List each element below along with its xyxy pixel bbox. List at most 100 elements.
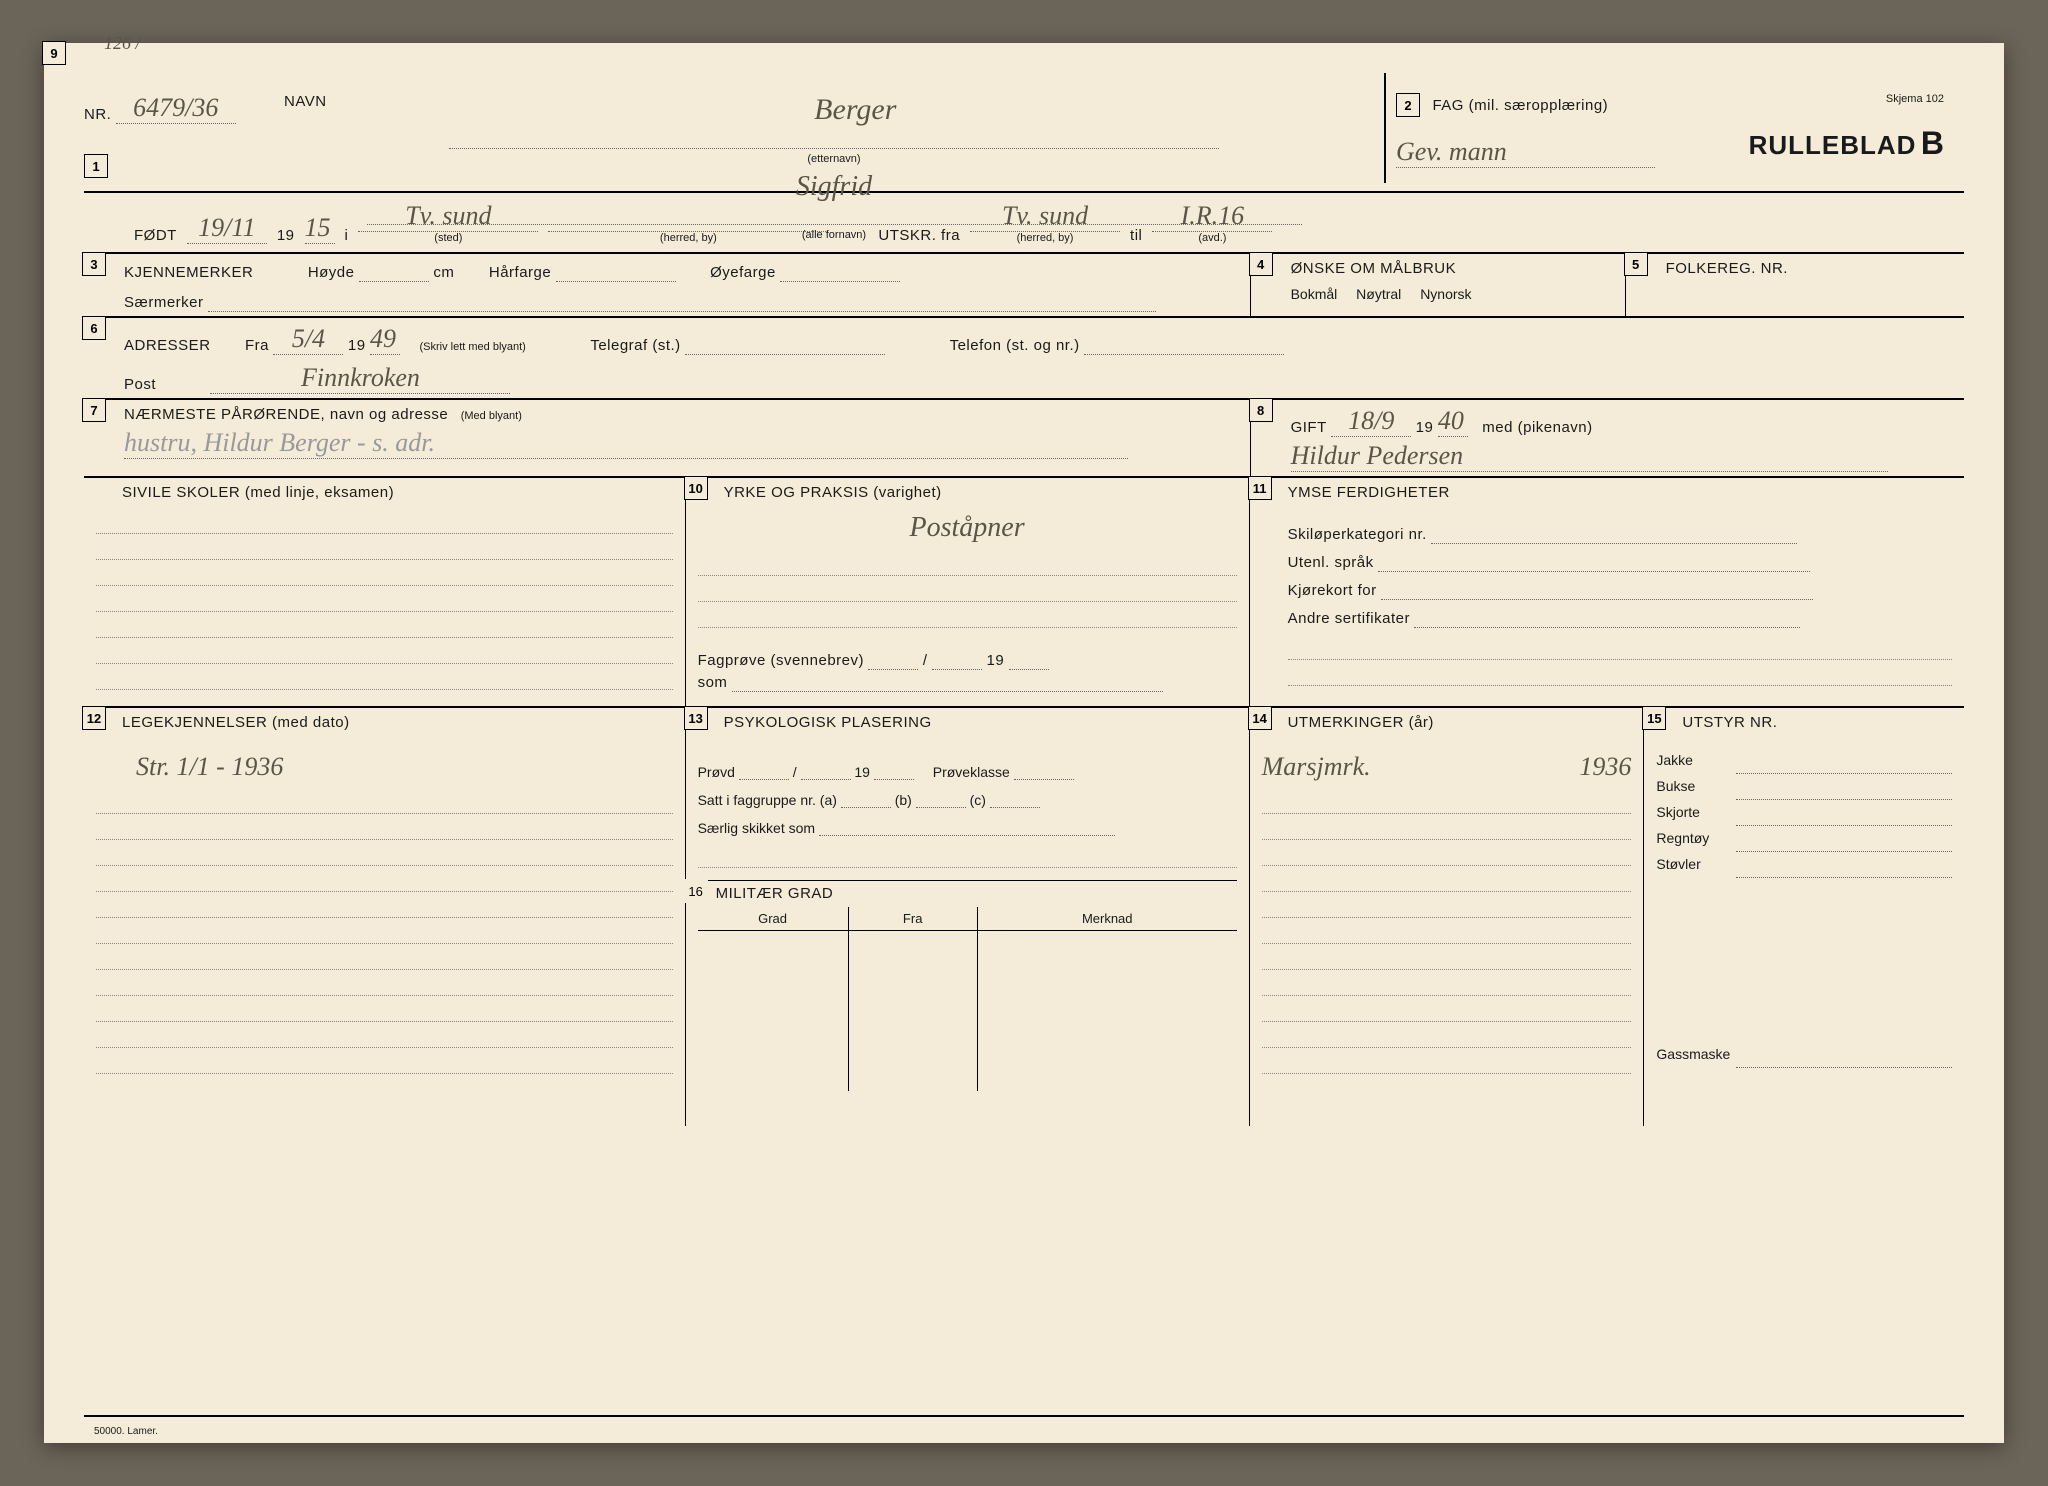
oyefarge-label: Øyefarge xyxy=(710,264,776,281)
utstyr-label: UTSTYR NR. xyxy=(1682,714,1777,731)
utmerk-value: Marsjmrk. xyxy=(1262,752,1371,781)
utmerk-year: 1936 xyxy=(1579,752,1631,782)
noytral-label: Nøytral xyxy=(1356,286,1401,302)
c-label: (c) xyxy=(970,792,986,808)
gift-date: 18/9 xyxy=(1331,406,1411,437)
title-main: RULLEBLAD xyxy=(1749,130,1917,160)
nynorsk-label: Nynorsk xyxy=(1420,286,1471,302)
harfarge-label: Hårfarge xyxy=(489,264,551,281)
fra-label: Fra xyxy=(245,337,269,354)
box-11: 11 xyxy=(1248,476,1272,500)
box-16: 16 xyxy=(684,879,708,903)
jakke-label: Jakke xyxy=(1656,752,1736,774)
gift-year-prefix: 19 xyxy=(1416,419,1434,436)
regntoy-label: Regntøy xyxy=(1656,830,1736,852)
skoler-yrke-ymse-row: 9 SIVILE SKOLER (med linje, eksamen) 10 … xyxy=(84,476,1964,706)
ski-label: Skiløperkategori nr. xyxy=(1288,526,1427,543)
parorende-value: hustru, Hildur Berger - s. adr. xyxy=(124,428,1128,459)
provd-year19: 19 xyxy=(854,764,870,780)
utmerk-cell: 14 UTMERKINGER (år) Marsjmrk. 1936 xyxy=(1250,708,1645,1126)
footer-note: 50000. Lamer. xyxy=(94,1426,158,1437)
box-13: 13 xyxy=(684,706,708,730)
skjorte-label: Skjorte xyxy=(1656,804,1736,826)
kjennemerker-row: 3 KJENNEMERKER Høyde cm Hårfarge Øyefarg… xyxy=(84,252,1964,316)
skikket-label: Særlig skikket som xyxy=(698,820,815,836)
fornavn-value: Sigfrid xyxy=(796,171,872,202)
adr-year: 49 xyxy=(370,324,400,355)
etternavn-sublabel: (etternavn) xyxy=(807,153,860,165)
fag-label: FAG (mil. særopplæring) xyxy=(1432,97,1608,114)
title-block: Skjema 102 RULLEBLAD B xyxy=(1684,73,1964,183)
parorende-sublabel: (Med blyant) xyxy=(461,410,522,422)
telefon-label: Telefon (st. og nr.) xyxy=(950,337,1080,354)
ymse-label: YMSE FERDIGHETER xyxy=(1288,484,1450,501)
fra-value: 5/4 xyxy=(273,324,343,355)
sertifikat-label: Andre sertifikater xyxy=(1288,610,1410,627)
header-row: NR. 6479/36 1 NAVN Berger (etternavn) Si… xyxy=(84,73,1964,183)
corner-number: 126 / xyxy=(104,33,141,54)
fodt-label: FØDT xyxy=(134,227,177,244)
saermerker-label: Særmerker xyxy=(124,294,204,311)
psyk-label: PSYKOLOGISK PLASERING xyxy=(724,714,932,731)
ymse-cell: 11 YMSE FERDIGHETER Skiløperkategori nr.… xyxy=(1250,478,1964,706)
box-4: 4 xyxy=(1249,252,1273,276)
box-5: 5 xyxy=(1624,252,1648,276)
adresser-row: 6 ADRESSER Fra 5/4 19 49 (Skriv lett med… xyxy=(84,316,1964,398)
satt-label: Satt i faggruppe nr. (a) xyxy=(698,792,837,808)
onske-label: ØNSKE OM MÅLBRUK xyxy=(1291,260,1457,277)
gift-year: 40 xyxy=(1438,406,1468,437)
bottom-grid: 12 LEGEKJENNELSER (med dato) Str. 1/1 - … xyxy=(84,706,1964,1126)
grad-header: Grad xyxy=(698,907,849,930)
lege-label: LEGEKJENNELSER (med dato) xyxy=(122,714,350,731)
folkereg-label: FOLKEREG. NR. xyxy=(1666,260,1788,277)
stovler-label: Støvler xyxy=(1656,856,1736,878)
provd-label: Prøvd xyxy=(698,764,735,780)
box-12: 12 xyxy=(82,706,106,730)
gift-label: GIFT xyxy=(1291,419,1327,436)
skjema-label: Skjema 102 xyxy=(1684,93,1944,105)
navn-block: NAVN Berger (etternavn) Sigfrid (alle fo… xyxy=(284,73,1384,183)
fagprove-year19: 19 xyxy=(986,652,1004,669)
korekort-label: Kjørekort for xyxy=(1288,582,1377,599)
psyk-militar-cell: 13 PSYKOLOGISK PLASERING Prøvd / 19 Prøv… xyxy=(686,708,1250,1126)
hoyde-label: Høyde xyxy=(308,264,355,281)
box-1: 1 xyxy=(84,154,108,178)
b-label: (b) xyxy=(895,792,912,808)
fagprove-label: Fagprøve (svennebrev) xyxy=(698,652,864,669)
bokmal-label: Bokmål xyxy=(1291,286,1338,302)
lege-cell: 12 LEGEKJENNELSER (med dato) Str. 1/1 - … xyxy=(84,708,686,1126)
provd-slash: / xyxy=(793,764,797,780)
sprak-label: Utenl. språk xyxy=(1288,554,1374,571)
post-value: Finnkroken xyxy=(210,363,510,394)
telegraf-label: Telegraf (st.) xyxy=(590,337,680,354)
fag-value: Gev. mann xyxy=(1396,137,1655,168)
kjenn-label: KJENNEMERKER xyxy=(124,264,253,281)
utstyr-cell: 15 UTSTYR NR. Jakke Bukse Skjorte Regntø… xyxy=(1644,708,1964,1126)
yrke-cell: 10 YRKE OG PRAKSIS (varighet) Poståpner … xyxy=(686,478,1250,706)
box-3: 3 xyxy=(82,252,106,276)
box-8: 8 xyxy=(1249,398,1273,422)
box-15: 15 xyxy=(1642,706,1666,730)
bukse-label: Bukse xyxy=(1656,778,1736,800)
post-label: Post xyxy=(124,376,156,393)
yrke-label: YRKE OG PRAKSIS (varighet) xyxy=(724,484,942,501)
nr-block: NR. 6479/36 1 xyxy=(84,73,284,183)
box-9: 9 xyxy=(42,41,66,65)
militar-table: 16 MILITÆR GRAD Grad Fra Merknad xyxy=(698,880,1237,1120)
box-6: 6 xyxy=(82,316,106,340)
som-label: som xyxy=(698,674,728,691)
skoler-cell: 9 SIVILE SKOLER (med linje, eksamen) xyxy=(84,478,686,706)
fodt-daymonth: 19/11 xyxy=(187,213,267,244)
skriv-sublabel: (Skriv lett med blyant) xyxy=(419,341,525,353)
fornavn-sublabel: (alle fornavn) xyxy=(802,229,866,241)
proveklasse-label: Prøveklasse xyxy=(933,764,1010,780)
skoler-label: SIVILE SKOLER (med linje, eksamen) xyxy=(122,484,394,501)
adr-year-prefix: 19 xyxy=(348,337,366,354)
parorende-row: 7 NÆRMESTE PÅRØRENDE, navn og adresse (M… xyxy=(84,398,1964,476)
utmerk-label: UTMERKINGER (år) xyxy=(1288,714,1434,731)
gassmaske-label: Gassmaske xyxy=(1656,1046,1736,1068)
box-10: 10 xyxy=(684,476,708,500)
merknad-header: Merknad xyxy=(978,907,1237,930)
fag-block: 2 FAG (mil. særopplæring) Gev. mann xyxy=(1384,73,1684,183)
militar-label: MILITÆR GRAD xyxy=(716,885,834,902)
